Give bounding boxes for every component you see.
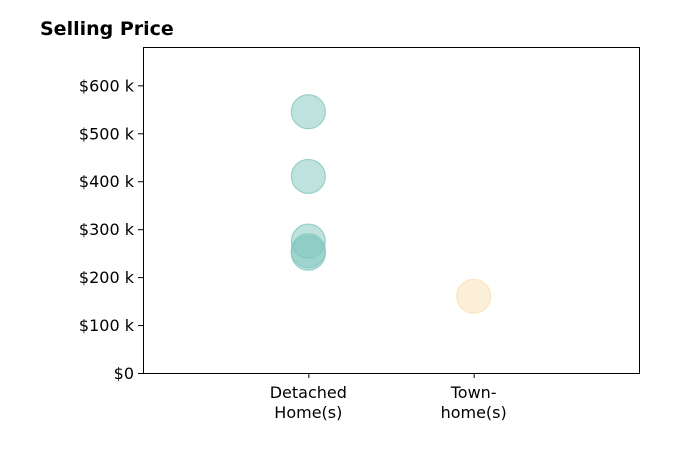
x-tick-label: Detached (270, 383, 347, 402)
plot-frame (143, 47, 640, 374)
data-point (456, 278, 492, 314)
chart-title: Selling Price (40, 18, 174, 40)
y-tick-label: $400 k (79, 172, 135, 191)
y-axis: $0 $100 k $200 k $300 k $400 k $500 k $600 k (79, 76, 143, 383)
data-point (290, 235, 326, 271)
data-point (290, 158, 326, 195)
data-point (290, 94, 326, 130)
y-tick-label: $600 k (79, 76, 135, 95)
data-points (290, 94, 492, 314)
y-tick-label: $0 (114, 364, 134, 383)
x-tick-label: Home(s) (274, 403, 342, 422)
y-tick-label: $300 k (79, 220, 135, 239)
x-tick-label: Town- (450, 383, 497, 402)
x-tick-label: home(s) (441, 403, 507, 422)
y-tick-label: $500 k (79, 124, 135, 143)
y-tick-label: $200 k (79, 268, 135, 287)
y-tick-label: $100 k (79, 316, 135, 335)
